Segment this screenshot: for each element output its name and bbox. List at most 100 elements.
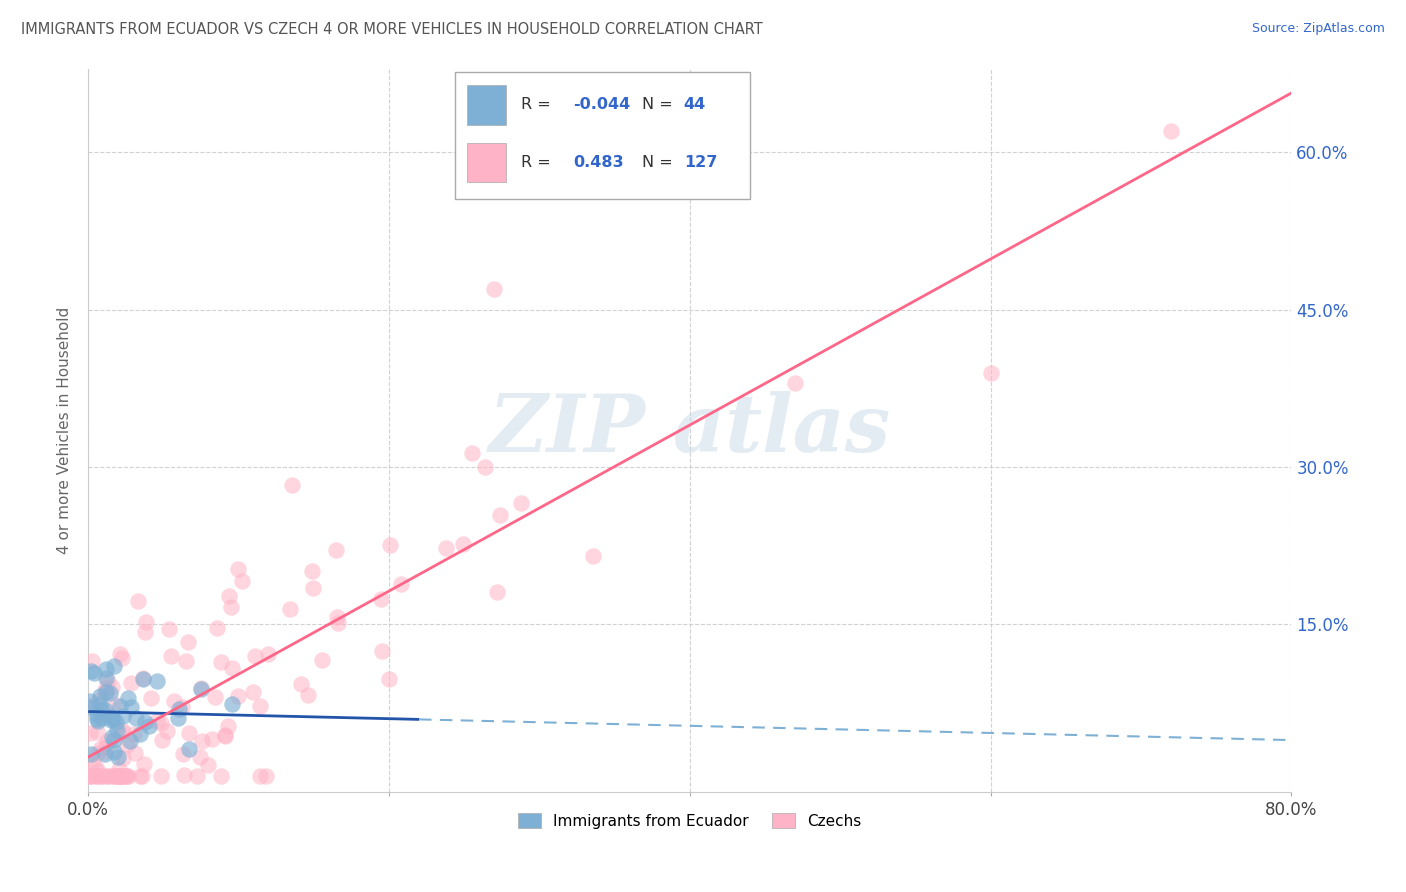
Point xyxy=(177,741,200,756)
Point xyxy=(91,710,114,724)
Point xyxy=(190,681,212,695)
Point xyxy=(86,725,108,739)
Point xyxy=(100,713,122,727)
Point xyxy=(117,738,139,752)
Point xyxy=(101,713,124,727)
Point xyxy=(139,690,162,705)
Point xyxy=(297,688,319,702)
Point xyxy=(173,768,195,782)
Point xyxy=(93,745,115,759)
Point xyxy=(112,751,135,765)
Point xyxy=(170,700,193,714)
Point xyxy=(149,716,172,731)
Point xyxy=(82,756,104,770)
Point xyxy=(120,700,142,714)
Point xyxy=(90,769,112,783)
Point xyxy=(79,698,101,713)
Text: N =: N = xyxy=(641,155,672,170)
Point xyxy=(209,769,232,783)
Point xyxy=(785,376,807,390)
Point xyxy=(108,698,131,713)
Point xyxy=(111,650,134,665)
Point xyxy=(107,762,129,776)
Point xyxy=(97,769,120,783)
Point xyxy=(124,746,146,760)
Point xyxy=(90,703,112,717)
Point xyxy=(156,724,179,739)
Point xyxy=(217,719,239,733)
Point xyxy=(80,769,103,783)
Point xyxy=(94,685,117,699)
Point xyxy=(249,698,271,713)
Point xyxy=(370,592,392,607)
Point xyxy=(391,577,413,591)
Point xyxy=(1160,124,1182,138)
Point xyxy=(125,711,148,725)
Point xyxy=(488,508,510,523)
Point xyxy=(188,750,211,764)
Point xyxy=(474,460,496,475)
Point xyxy=(100,710,122,724)
Point xyxy=(290,677,312,691)
Point xyxy=(231,574,253,588)
Point xyxy=(134,714,156,729)
Point xyxy=(104,769,127,783)
Point xyxy=(167,702,190,716)
Point xyxy=(79,726,101,740)
Point xyxy=(980,366,1002,380)
Point xyxy=(131,769,153,783)
Point xyxy=(179,725,201,739)
Point xyxy=(107,769,129,783)
Point xyxy=(150,733,173,747)
Point xyxy=(98,686,121,700)
Point xyxy=(115,769,138,783)
Point xyxy=(197,758,219,772)
Point xyxy=(105,723,128,738)
Point xyxy=(129,727,152,741)
Point xyxy=(94,681,117,695)
Point xyxy=(209,655,232,669)
Point xyxy=(79,769,101,783)
Text: 44: 44 xyxy=(683,97,706,112)
Point xyxy=(80,747,103,761)
Point xyxy=(128,769,150,783)
Point xyxy=(451,537,474,551)
Point xyxy=(378,538,401,552)
Point xyxy=(186,769,208,783)
Point xyxy=(104,769,127,783)
Point xyxy=(87,714,110,728)
Point xyxy=(101,730,124,744)
Point xyxy=(124,727,146,741)
Point xyxy=(138,719,160,733)
Point xyxy=(79,769,101,783)
Point xyxy=(111,769,134,783)
Point xyxy=(108,647,131,661)
Point xyxy=(103,746,125,760)
Point xyxy=(83,666,105,681)
Point xyxy=(254,769,277,783)
Point xyxy=(86,769,108,783)
Point xyxy=(94,683,117,698)
Point xyxy=(79,693,101,707)
Point xyxy=(80,699,103,714)
Point xyxy=(90,741,112,756)
Point xyxy=(86,694,108,708)
Point xyxy=(96,769,118,783)
Point xyxy=(82,654,104,668)
Point xyxy=(134,624,156,639)
Point xyxy=(96,662,118,676)
Point xyxy=(436,541,458,555)
Legend: Immigrants from Ecuador, Czechs: Immigrants from Ecuador, Czechs xyxy=(512,807,868,835)
Text: R =: R = xyxy=(522,97,551,112)
Point xyxy=(221,697,243,711)
Text: 127: 127 xyxy=(683,155,717,170)
Point xyxy=(111,724,134,739)
Point xyxy=(84,769,107,783)
Point xyxy=(80,665,103,679)
Point xyxy=(110,769,132,783)
Point xyxy=(201,731,224,746)
Point xyxy=(111,708,134,723)
Text: IMMIGRANTS FROM ECUADOR VS CZECH 4 OR MORE VEHICLES IN HOUSEHOLD CORRELATION CHA: IMMIGRANTS FROM ECUADOR VS CZECH 4 OR MO… xyxy=(21,22,763,37)
Point xyxy=(257,648,280,662)
Point xyxy=(177,634,200,648)
